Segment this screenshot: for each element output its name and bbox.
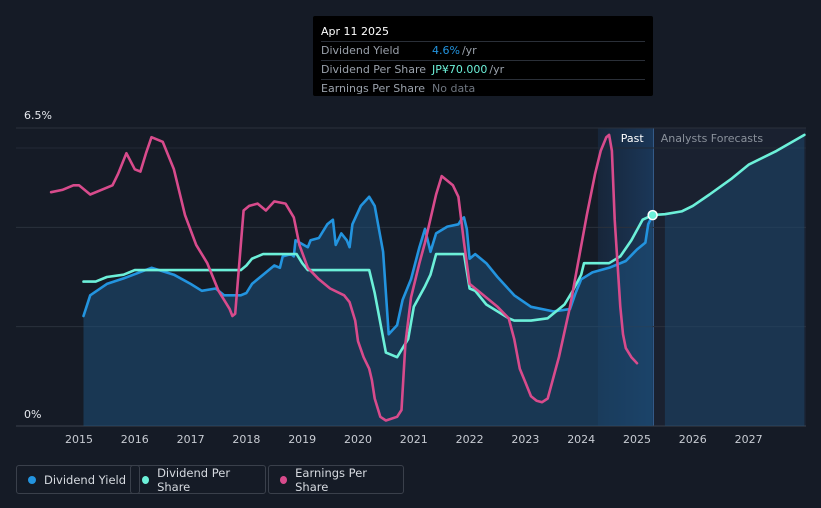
x-tick-label: 2027 bbox=[735, 433, 763, 446]
y-tick-label: 6.5% bbox=[24, 109, 52, 122]
tooltip-row-dividend-yield: Dividend Yield 4.6% /yr bbox=[321, 41, 645, 60]
forecast-area bbox=[664, 134, 805, 426]
forecast-label: Analysts Forecasts bbox=[661, 132, 764, 145]
x-tick-label: 2019 bbox=[288, 433, 316, 446]
tooltip-row-earnings-per-share: Earnings Per Share No data bbox=[321, 79, 645, 98]
tooltip-value: No data bbox=[432, 82, 476, 95]
legend-dot-icon bbox=[142, 475, 150, 484]
tooltip-unit: /yr bbox=[461, 44, 477, 57]
tooltip-label: Earnings Per Share bbox=[321, 82, 426, 95]
series-layer bbox=[49, 133, 806, 426]
tooltip-label: Dividend Yield bbox=[321, 44, 400, 57]
x-tick-label: 2024 bbox=[567, 433, 595, 446]
tooltip-unit: /yr bbox=[489, 63, 505, 76]
x-tick-label: 2020 bbox=[344, 433, 372, 446]
legend-label: Dividend Yield bbox=[44, 472, 127, 487]
legend-earnings-per-share[interactable]: Earnings Per Share bbox=[268, 465, 404, 494]
dividend-yield-area bbox=[83, 196, 653, 426]
x-tick-label: 2025 bbox=[623, 433, 651, 446]
legend-dot-icon bbox=[28, 475, 36, 484]
x-tick-label: 2017 bbox=[177, 433, 205, 446]
hover-marker bbox=[647, 209, 658, 221]
forecast-region bbox=[653, 128, 806, 426]
dividend-yield-line bbox=[82, 195, 654, 336]
x-tick-label: 2016 bbox=[121, 433, 149, 446]
x-tick-label: 2018 bbox=[232, 433, 260, 446]
tooltip-row-dividend-per-share: Dividend Per Share JP¥70.000 /yr bbox=[321, 60, 645, 79]
legend-dot-icon bbox=[280, 475, 288, 484]
tooltip-value: JP¥70.000 bbox=[432, 63, 488, 76]
tooltip: Apr 11 2025 Dividend Yield 4.6% /yr Divi… bbox=[313, 16, 653, 96]
x-tick-label: 2022 bbox=[456, 433, 484, 446]
y-tick-label: 0% bbox=[24, 408, 41, 421]
tooltip-label: Dividend Per Share bbox=[321, 63, 427, 76]
past-label: Past bbox=[621, 132, 645, 145]
x-tick-label: 2023 bbox=[511, 433, 539, 446]
legend-label: Earnings Per Share bbox=[295, 465, 368, 494]
tooltip-value: 4.6% bbox=[432, 44, 460, 57]
chart-labels: 6.5% 0% 2015 2016 2017 2018 2019 2020 2021 2022 20… bbox=[24, 109, 763, 446]
x-tick-label: 2015 bbox=[65, 433, 93, 446]
legend-dividend-per-share[interactable]: Dividend Per Share bbox=[130, 465, 266, 494]
dividend-chart: 6.5% 0% 2015 2016 2017 2018 2019 2020 2021 2022 20… bbox=[16, 109, 806, 446]
x-tick-label: 2021 bbox=[400, 433, 428, 446]
tooltip-date: Apr 11 2025 bbox=[321, 25, 390, 38]
legend-dividend-yield[interactable]: Dividend Yield bbox=[16, 465, 140, 494]
earnings-per-share-line bbox=[49, 133, 639, 422]
x-tick-label: 2026 bbox=[679, 433, 707, 446]
legend-label: Dividend Per Share bbox=[157, 465, 231, 494]
